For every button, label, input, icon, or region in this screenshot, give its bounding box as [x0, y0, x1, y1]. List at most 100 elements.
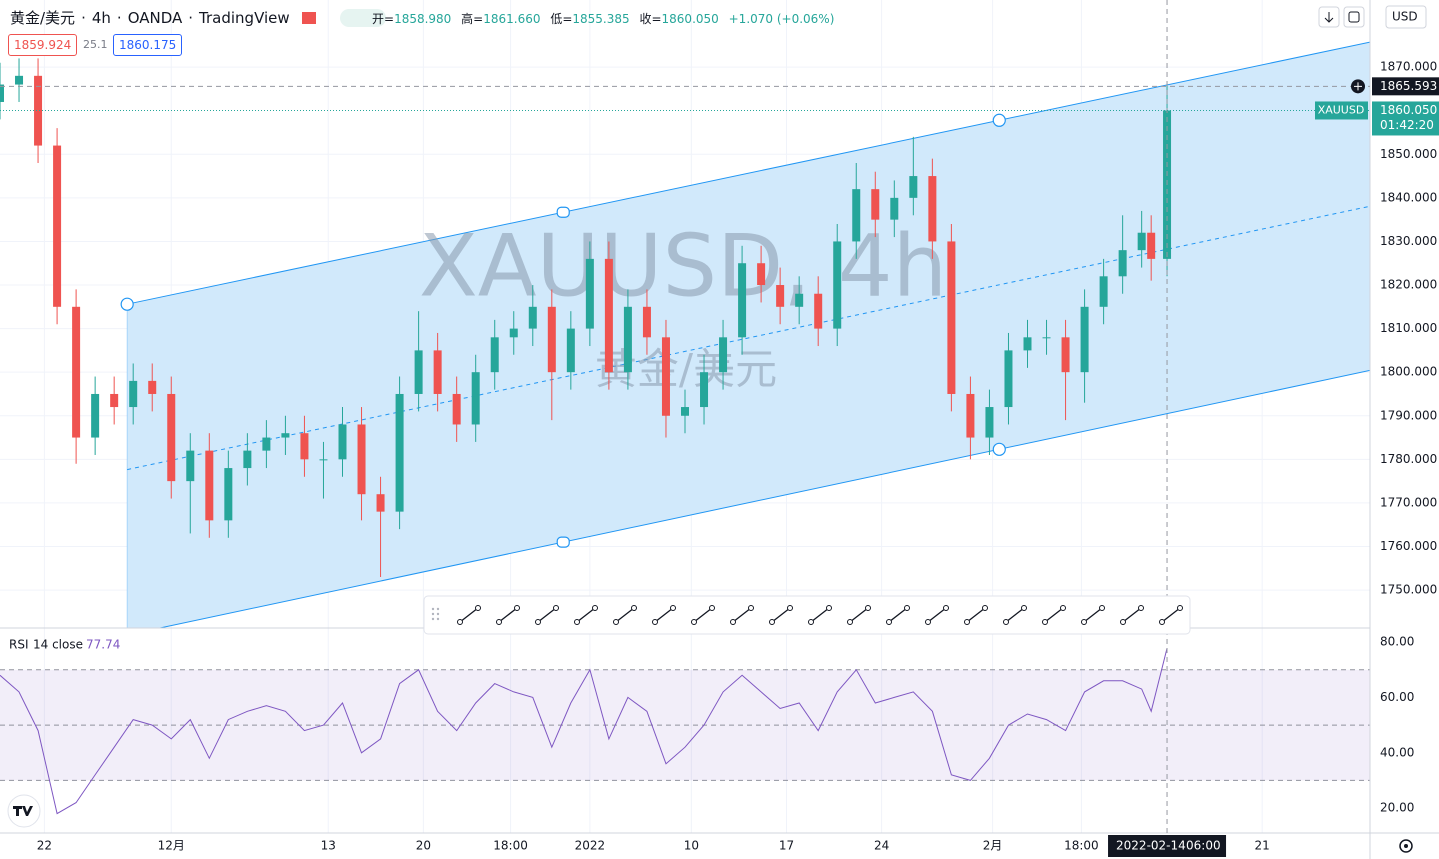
platform: TradingView — [199, 8, 290, 27]
tool-button[interactable] — [1079, 601, 1107, 629]
tool-button[interactable] — [1040, 601, 1068, 629]
exchange: OANDA — [127, 8, 183, 27]
candle-body — [205, 450, 214, 521]
symbol: 黄金/美元 — [10, 9, 76, 27]
candle-body — [871, 189, 880, 220]
tool-button[interactable] — [767, 601, 795, 629]
candle-body — [186, 450, 195, 482]
tool-button[interactable] — [1001, 601, 1029, 629]
y-tick-label: 1790.000 — [1380, 408, 1437, 422]
sell-price[interactable]: 1859.924 — [8, 34, 78, 56]
tool-node — [1159, 619, 1165, 625]
interval: 4h — [91, 8, 111, 27]
tool-button[interactable] — [572, 601, 600, 629]
candle-body — [72, 306, 81, 438]
tool-button[interactable] — [611, 601, 639, 629]
tool-button[interactable] — [455, 601, 483, 629]
tool-button[interactable] — [806, 601, 834, 629]
candle-body — [167, 393, 176, 482]
tool-button[interactable] — [689, 601, 717, 629]
candle-body — [53, 145, 62, 307]
tool-icon — [693, 607, 713, 623]
tool-button[interactable] — [884, 601, 912, 629]
tool-icon — [537, 607, 557, 623]
tool-node — [475, 605, 481, 611]
tool-node — [865, 605, 871, 611]
channel-handle — [992, 442, 1006, 456]
buy-price[interactable]: 1860.175 — [113, 34, 183, 56]
tool-icon — [615, 607, 635, 623]
tool-node — [1042, 619, 1048, 625]
settings-icon[interactable] — [1399, 839, 1413, 853]
currency-button[interactable] — [1385, 5, 1427, 29]
candle-body — [338, 424, 347, 460]
candle-body — [91, 393, 100, 438]
candle-body — [604, 258, 613, 373]
candle-body — [471, 372, 480, 425]
tool-icon — [459, 607, 479, 623]
candle-body — [890, 197, 899, 220]
channel-lower — [157, 369, 1370, 628]
candle-body — [1042, 337, 1051, 339]
channel-fill — [127, 42, 1370, 628]
tool-node — [1060, 605, 1066, 611]
tool-button[interactable] — [923, 601, 951, 629]
drawing-toolbar[interactable] — [423, 595, 1191, 635]
tool-button[interactable] — [962, 601, 990, 629]
candle-body — [243, 450, 252, 469]
candle-body — [262, 437, 271, 451]
countdown: 01:42:20 — [1380, 118, 1434, 132]
x-tick-label: 18:00 — [1064, 839, 1099, 853]
y-tick-label: 1810.000 — [1380, 321, 1437, 335]
candle-body — [110, 393, 119, 408]
rsi-name: RSI — [9, 638, 29, 652]
tool-icon — [810, 607, 830, 623]
tv-logo — [7, 794, 41, 828]
tool-button[interactable] — [494, 601, 522, 629]
candle-body — [414, 350, 423, 394]
channel-handle — [992, 113, 1006, 127]
tool-node — [847, 619, 853, 625]
tool-button[interactable] — [1157, 601, 1185, 629]
tool-button[interactable] — [533, 601, 561, 629]
x-tick-label: 17 — [779, 839, 794, 853]
currency: USD — [1392, 10, 1418, 24]
axes: 1750.000 1760.000 1770.000 1780.000 1790.000… — [37, 60, 1438, 853]
candle-body — [1118, 250, 1127, 277]
tool-button[interactable] — [728, 601, 756, 629]
flag-icon — [301, 11, 316, 24]
candle-body — [700, 372, 709, 408]
reset-button[interactable] — [1343, 6, 1365, 28]
x-tick-label: 2022 — [575, 839, 606, 853]
tool-node — [691, 619, 697, 625]
x-tick-label: 24 — [874, 839, 889, 853]
y-tick-label: 1870.000 — [1380, 60, 1437, 74]
rsi-tick-label: 80.00 — [1380, 635, 1414, 649]
tool-button[interactable] — [650, 601, 678, 629]
tool-button[interactable] — [845, 601, 873, 629]
tool-node — [553, 605, 559, 611]
tool-button[interactable] — [1118, 601, 1146, 629]
candle-body — [852, 189, 861, 242]
crosshair-price-box — [1372, 77, 1439, 96]
tool-icon — [927, 607, 947, 623]
candle-body — [433, 350, 442, 394]
candle-body — [148, 380, 157, 394]
candle-body — [814, 293, 823, 329]
y-tick-label: 1760.000 — [1380, 539, 1437, 553]
candle-body — [376, 494, 385, 512]
rsi-tick-label: 60.00 — [1380, 690, 1414, 704]
tool-node — [787, 605, 793, 611]
tool-node — [1099, 605, 1105, 611]
candle-body — [909, 176, 918, 198]
candle-body — [490, 337, 499, 373]
candle-body — [395, 393, 404, 512]
candle-body — [585, 258, 594, 329]
tool-icon — [1122, 607, 1142, 623]
top-buttons[interactable]: USD — [1318, 5, 1427, 29]
tool-node — [592, 605, 598, 611]
rsi-tick-label: 20.00 — [1380, 801, 1414, 815]
x-tick-label: 12月 — [158, 839, 185, 853]
tool-node — [886, 619, 892, 625]
